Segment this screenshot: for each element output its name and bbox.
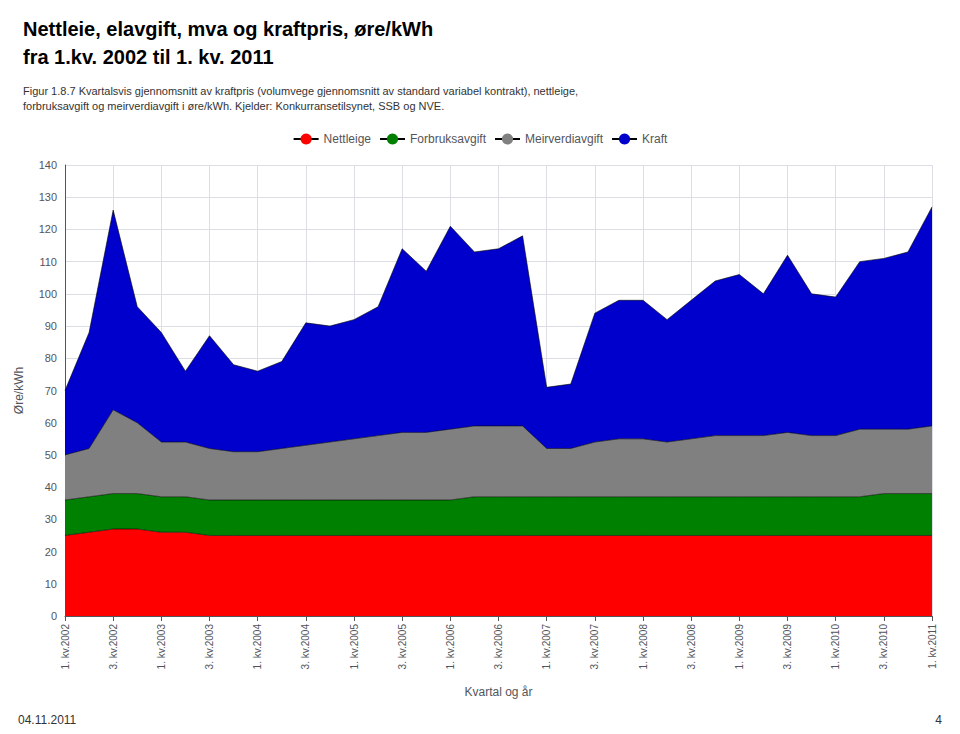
svg-text:Kraft: Kraft xyxy=(642,132,668,146)
svg-text:1. kv.2003: 1. kv.2003 xyxy=(156,624,167,670)
svg-text:3. kv.2004: 3. kv.2004 xyxy=(300,624,311,670)
svg-text:fra 1.kv. 2002 til 1. kv. 2011: fra 1.kv. 2002 til 1. kv. 2011 xyxy=(23,46,274,68)
svg-text:1. kv.2002: 1. kv.2002 xyxy=(60,624,71,670)
svg-text:100: 100 xyxy=(39,288,57,300)
svg-text:140: 140 xyxy=(39,159,57,171)
svg-text:4: 4 xyxy=(935,713,942,727)
svg-text:1. kv.2008: 1. kv.2008 xyxy=(638,624,649,670)
svg-text:120: 120 xyxy=(39,223,57,235)
svg-text:1. kv.2009: 1. kv.2009 xyxy=(734,624,745,670)
svg-text:1. kv.2010: 1. kv.2010 xyxy=(830,624,841,670)
svg-text:3. kv.2005: 3. kv.2005 xyxy=(397,624,408,670)
svg-text:Meirverdiavgift: Meirverdiavgift xyxy=(525,132,604,146)
svg-text:110: 110 xyxy=(39,256,57,268)
svg-text:Øre/kWh: Øre/kWh xyxy=(12,367,26,414)
svg-text:Figur 1.8.7 Kvartalsvis gjenno: Figur 1.8.7 Kvartalsvis gjennomsnitt av … xyxy=(23,85,578,97)
svg-text:3. kv.2006: 3. kv.2006 xyxy=(493,624,504,670)
svg-text:20: 20 xyxy=(45,546,57,558)
svg-text:3. kv.2010: 3. kv.2010 xyxy=(878,624,889,670)
svg-text:1. kv.2005: 1. kv.2005 xyxy=(349,624,360,670)
svg-text:forbruksavgift og meirverdiavg: forbruksavgift og meirverdiavgift i øre/… xyxy=(23,100,444,112)
svg-text:1. kv.2011: 1. kv.2011 xyxy=(927,624,938,669)
svg-text:3. kv.2002: 3. kv.2002 xyxy=(108,624,119,670)
svg-text:80: 80 xyxy=(45,352,57,364)
svg-text:1. kv.2006: 1. kv.2006 xyxy=(445,624,456,670)
svg-text:3. kv.2008: 3. kv.2008 xyxy=(686,624,697,670)
svg-text:30: 30 xyxy=(45,513,57,525)
svg-text:3. kv.2007: 3. kv.2007 xyxy=(589,624,600,670)
svg-text:Nettleige: Nettleige xyxy=(324,132,372,146)
svg-text:60: 60 xyxy=(45,417,57,429)
svg-text:1. kv.2004: 1. kv.2004 xyxy=(252,624,263,670)
svg-text:3. kv.2003: 3. kv.2003 xyxy=(204,624,215,670)
svg-text:Kvartal og år: Kvartal og år xyxy=(464,685,532,699)
svg-text:1. kv.2007: 1. kv.2007 xyxy=(541,624,552,670)
svg-text:130: 130 xyxy=(39,191,57,203)
svg-text:90: 90 xyxy=(45,320,57,332)
svg-text:70: 70 xyxy=(45,385,57,397)
svg-text:04.11.2011: 04.11.2011 xyxy=(18,713,77,727)
svg-text:Forbruksavgift: Forbruksavgift xyxy=(410,132,487,146)
svg-text:3. kv.2009: 3. kv.2009 xyxy=(782,624,793,670)
svg-text:10: 10 xyxy=(45,578,57,590)
svg-text:40: 40 xyxy=(45,481,57,493)
svg-text:0: 0 xyxy=(51,610,57,622)
svg-text:Nettleie, elavgift, mva og kra: Nettleie, elavgift, mva og kraftpris, ør… xyxy=(23,18,433,40)
svg-text:50: 50 xyxy=(45,449,57,461)
